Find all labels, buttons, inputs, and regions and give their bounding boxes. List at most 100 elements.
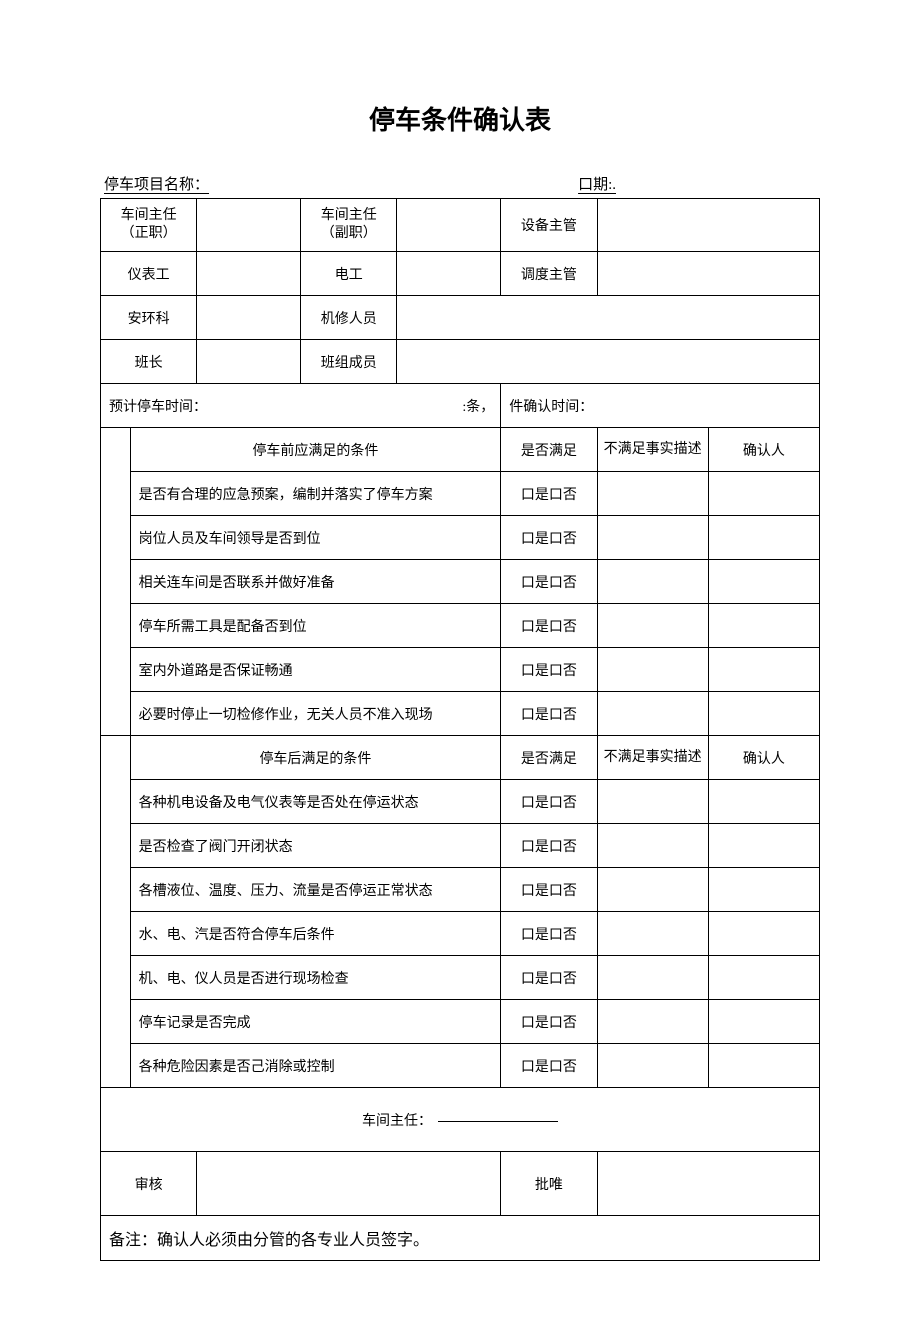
section-b-satisfy: 是否满足 [501,736,597,780]
row-b-2-desc [597,868,708,912]
meta-row: 停车项目名称： 口期:. [100,173,820,198]
row-a-1-yn: 口是口否 [501,516,597,560]
row-a-0: 是否有合理的应急预案，编制并落实了停车方案 口是口否 [101,472,820,516]
row-a-2: 相关连车间是否联系并做好准备 口是口否 [101,560,820,604]
row-a-4-desc [597,648,708,692]
section-b-desc: 不满足事实描述 [597,736,708,780]
row-a-3-conf [708,604,819,648]
signature-cell: 车间主任： [101,1088,820,1152]
row-b-5-yn: 口是口否 [501,1000,597,1044]
director-main-label: 车间主任 （正职） [101,199,197,252]
director-deputy-label: 车间主任 （副职） [301,199,397,252]
mechanic-label: 机修人员 [301,296,397,340]
row-a-5: 必要时停止一切检修作业，无关人员不准入现场 口是口否 [101,692,820,736]
director-signature-label: 车间主任： [362,1114,432,1129]
row-a-4-text: 室内外道路是否保证畅通 [130,648,501,692]
row-a-5-text: 必要时停止一切检修作业，无关人员不准入现场 [130,692,501,736]
approve-label: 批唯 [501,1152,597,1216]
row-a-4-yn: 口是口否 [501,648,597,692]
row-a-2-conf [708,560,819,604]
note-cell: 备注：确认人必须由分管的各专业人员签字。 [101,1216,820,1261]
row-a-1-conf [708,516,819,560]
section-b-spine [101,736,131,1088]
row-b-2-yn: 口是口否 [501,868,597,912]
safety-dept-label: 安环科 [101,296,197,340]
row-a-0-conf [708,472,819,516]
equipment-mgr-label: 设备主管 [501,199,597,252]
review-value [197,1152,501,1216]
row-a-5-yn: 口是口否 [501,692,597,736]
row-b-1-desc [597,824,708,868]
section-a-spine [101,428,131,736]
row-b-2-text: 各槽液位、温度、压力、流量是否停运正常状态 [130,868,501,912]
note-row: 备注：确认人必须由分管的各专业人员签字。 [101,1216,820,1261]
row-b-6-desc [597,1044,708,1088]
team-members-value [397,340,820,384]
section-a-desc: 不满足事实描述 [597,428,708,472]
row-a-3: 停车所需工具是配备否到位 口是口否 [101,604,820,648]
row-a-1-text: 岗位人员及车间领导是否到位 [130,516,501,560]
staff-row-4: 班长 班组成员 [101,340,820,384]
row-a-5-desc [597,692,708,736]
row-b-5-conf [708,1000,819,1044]
instrument-value [197,252,301,296]
row-b-2: 各槽液位、温度、压力、流量是否停运正常状态 口是口否 [101,868,820,912]
row-b-0-text: 各种机电设备及电气仪表等是否处在停运状态 [130,780,501,824]
mechanic-value [397,296,820,340]
main-table: 车间主任 （正职） 车间主任 （副职） 设备主管 仪表工 电工 调度主管 安环科… [100,198,820,1261]
row-a-4: 室内外道路是否保证畅通 口是口否 [101,648,820,692]
row-b-0-yn: 口是口否 [501,780,597,824]
row-b-4-yn: 口是口否 [501,956,597,1000]
electrician-label: 电工 [301,252,397,296]
estimated-time-cell: 预计停车时间： :条， [101,384,501,428]
team-members-label: 班组成员 [301,340,397,384]
confirm-time-cell: 件确认时间： [501,384,820,428]
row-a-3-desc [597,604,708,648]
row-b-3-yn: 口是口否 [501,912,597,956]
section-b-confirmer: 确认人 [708,736,819,780]
time-row: 预计停车时间： :条， 件确认时间： [101,384,820,428]
row-a-3-text: 停车所需工具是配备否到位 [130,604,501,648]
row-a-2-yn: 口是口否 [501,560,597,604]
row-a-1-desc [597,516,708,560]
review-label: 审核 [101,1152,197,1216]
dispatch-mgr-label: 调度主管 [501,252,597,296]
dispatch-mgr-value [597,252,819,296]
signature-line [438,1121,558,1122]
section-a-satisfy: 是否满足 [501,428,597,472]
row-b-5: 停车记录是否完成 口是口否 [101,1000,820,1044]
row-b-4: 机、电、仪人员是否进行现场检查 口是口否 [101,956,820,1000]
row-b-6-yn: 口是口否 [501,1044,597,1088]
review-approve-row: 审核 批唯 [101,1152,820,1216]
row-b-1-conf [708,824,819,868]
staff-row-1: 车间主任 （正职） 车间主任 （副职） 设备主管 [101,199,820,252]
safety-dept-value [197,296,301,340]
row-a-4-conf [708,648,819,692]
equipment-mgr-value [597,199,819,252]
row-b-3: 水、电、汽是否符合停车后条件 口是口否 [101,912,820,956]
row-a-0-text: 是否有合理的应急预案，编制并落实了停车方案 [130,472,501,516]
estimated-time-prefix: 预计停车时间： [109,400,207,415]
estimated-time-suffix: :条， [462,396,494,416]
date-label: 口期:. [578,173,816,194]
row-b-5-desc [597,1000,708,1044]
row-b-4-conf [708,956,819,1000]
approve-value [597,1152,819,1216]
electrician-value [397,252,501,296]
team-leader-label: 班长 [101,340,197,384]
director-deputy-value [397,199,501,252]
section-a-title: 停车前应满足的条件 [130,428,501,472]
section-a-header: 停车前应满足的条件 是否满足 不满足事实描述 确认人 [101,428,820,472]
instrument-label: 仪表工 [101,252,197,296]
row-b-6: 各种危险因素是否己消除或控制 口是口否 [101,1044,820,1088]
row-b-4-text: 机、电、仪人员是否进行现场检查 [130,956,501,1000]
signature-row: 车间主任： [101,1088,820,1152]
row-b-3-text: 水、电、汽是否符合停车后条件 [130,912,501,956]
row-b-3-conf [708,912,819,956]
row-a-2-desc [597,560,708,604]
row-b-3-desc [597,912,708,956]
row-a-3-yn: 口是口否 [501,604,597,648]
section-a-confirmer: 确认人 [708,428,819,472]
row-b-0: 各种机电设备及电气仪表等是否处在停运状态 口是口否 [101,780,820,824]
row-b-1: 是否检查了阀门开闭状态 口是口否 [101,824,820,868]
